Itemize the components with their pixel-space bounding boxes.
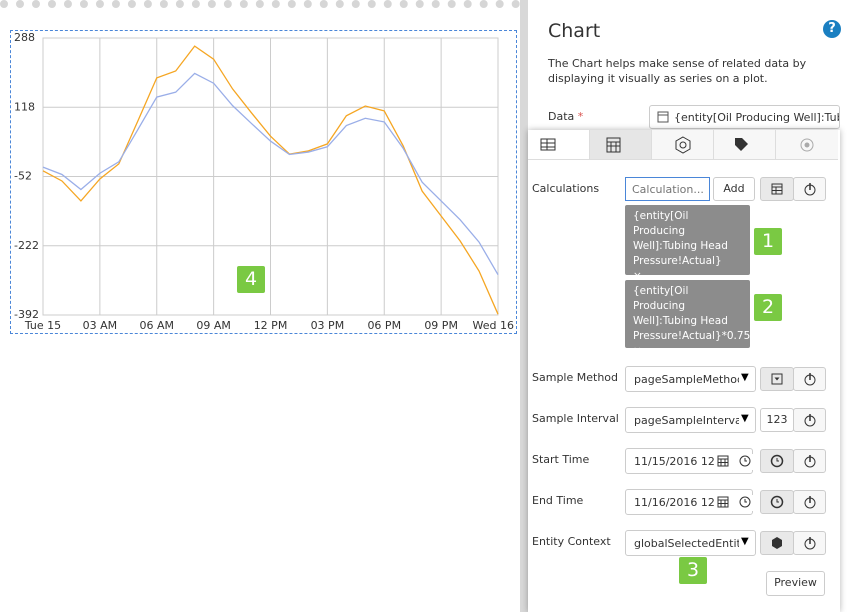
field-value: 11/15/2016 12:0 [634, 455, 726, 468]
badge: 4 [237, 266, 265, 293]
description: The Chart helps make sense of related da… [548, 57, 807, 85]
preview-button[interactable]: Preview [766, 571, 825, 596]
label-text: Data [548, 110, 575, 123]
field-adornment [715, 495, 753, 511]
field-label: Start Time [532, 453, 590, 466]
x-tick-label: 03 PM [311, 319, 345, 332]
toggle-button[interactable] [760, 449, 794, 473]
field-adornment: ▼ [739, 413, 749, 429]
x-tick-label: 06 AM [139, 319, 174, 332]
y-tick-label: 118 [14, 100, 35, 113]
badge: 1 [754, 228, 782, 255]
icon [770, 495, 784, 509]
bind-button[interactable] [793, 449, 826, 473]
tab[interactable] [528, 130, 590, 160]
calc-input[interactable] [625, 177, 710, 201]
field-value: pageSampleInterval [634, 414, 745, 427]
toggle-button[interactable] [760, 531, 794, 555]
add-button[interactable]: Add [713, 177, 755, 201]
field-value: pageSampleMethod [634, 373, 744, 386]
toggle-button[interactable] [760, 177, 794, 201]
field-label: Sample Interval [532, 412, 619, 425]
field-label: Entity Context [532, 535, 611, 548]
toggle-button[interactable] [760, 490, 794, 514]
icon [717, 455, 751, 467]
chart-frame[interactable]: -392 -222 -52 118 288 Tue 15 03 AM 06 AM 09 AM 12… [10, 30, 517, 334]
icon [717, 496, 751, 508]
bind-button[interactable] [793, 531, 826, 555]
help-icon[interactable]: ? [823, 20, 841, 38]
calc-chip[interactable]: {entity[Oil Producing Well]:Tubing Head … [625, 280, 751, 357]
required-mark: * [577, 110, 584, 123]
series-line [42, 45, 499, 315]
x-tick-label: Wed 16 [473, 319, 514, 332]
chip-remove[interactable]: × [633, 345, 642, 357]
field-value: globalSelectedEntity [634, 537, 748, 550]
badge: 2 [754, 294, 782, 321]
icon [804, 414, 815, 427]
x-tick-label: 09 AM [196, 319, 231, 332]
x-tick-label: 03 AM [83, 319, 118, 332]
bind-button[interactable] [793, 367, 826, 391]
icon [804, 455, 815, 468]
icon [804, 183, 815, 196]
tab[interactable] [652, 130, 714, 160]
y-tick-label: -222 [14, 239, 39, 252]
series-line [42, 72, 499, 275]
field-adornment: ▼ [739, 536, 749, 552]
select[interactable]: globalSelectedEntity [625, 530, 756, 556]
field-label: End Time [532, 494, 584, 507]
chip-text: {entity[Oil Producing Well]:Tubing Head … [633, 285, 751, 342]
bind-button[interactable] [793, 490, 826, 514]
splitter [520, 0, 528, 612]
select[interactable]: pageSampleMethod [625, 366, 756, 392]
select-value: {entity[Oil Producing Well]:Tubin [674, 111, 840, 124]
tab-icons [540, 136, 814, 154]
badge: 3 [679, 557, 707, 584]
bind-button[interactable] [793, 408, 826, 432]
field-adornment: ▼ [739, 372, 749, 388]
x-tick-label: 09 PM [424, 319, 458, 332]
x-tick-label: Tue 15 [24, 319, 61, 332]
toggle-button[interactable]: 123 [760, 408, 794, 432]
canvas-area [0, 0, 520, 8]
bind-button[interactable] [793, 177, 826, 201]
data-select[interactable]: {entity[Oil Producing Well]:Tubin [649, 105, 840, 129]
calc-icon [657, 111, 669, 123]
toggle-button[interactable] [760, 367, 794, 391]
x-tick-label: 06 PM [367, 319, 401, 332]
y-tick-label: 288 [14, 31, 35, 44]
field-adornment [715, 454, 753, 470]
icon [770, 454, 784, 468]
chip-text: {entity[Oil Producing Well]:Tubing Head … [633, 210, 728, 267]
chip-remove[interactable]: × [633, 270, 642, 282]
field-label: Sample Method [532, 371, 618, 384]
icon [804, 373, 815, 386]
icon [804, 537, 815, 550]
y-tick-label: -392 [14, 308, 39, 321]
field-value: 11/16/2016 12:0 [634, 496, 726, 509]
icon [771, 373, 783, 385]
field-label: Data * [548, 110, 583, 123]
select[interactable]: pageSampleInterval [625, 407, 756, 433]
icon [772, 537, 782, 549]
y-tick-label: -52 [14, 170, 32, 183]
icon [804, 496, 815, 509]
field-label: Calculations [532, 182, 600, 195]
calc-chip[interactable]: {entity[Oil Producing Well]:Tubing Head … [625, 205, 750, 282]
chart: -392 -222 -52 118 288 Tue 15 03 AM 06 AM 09 AM 12… [14, 31, 514, 332]
x-tick-label: 12 PM [254, 319, 288, 332]
panel-title: Chart [548, 20, 601, 42]
icon [771, 183, 783, 195]
tab[interactable] [590, 130, 652, 160]
